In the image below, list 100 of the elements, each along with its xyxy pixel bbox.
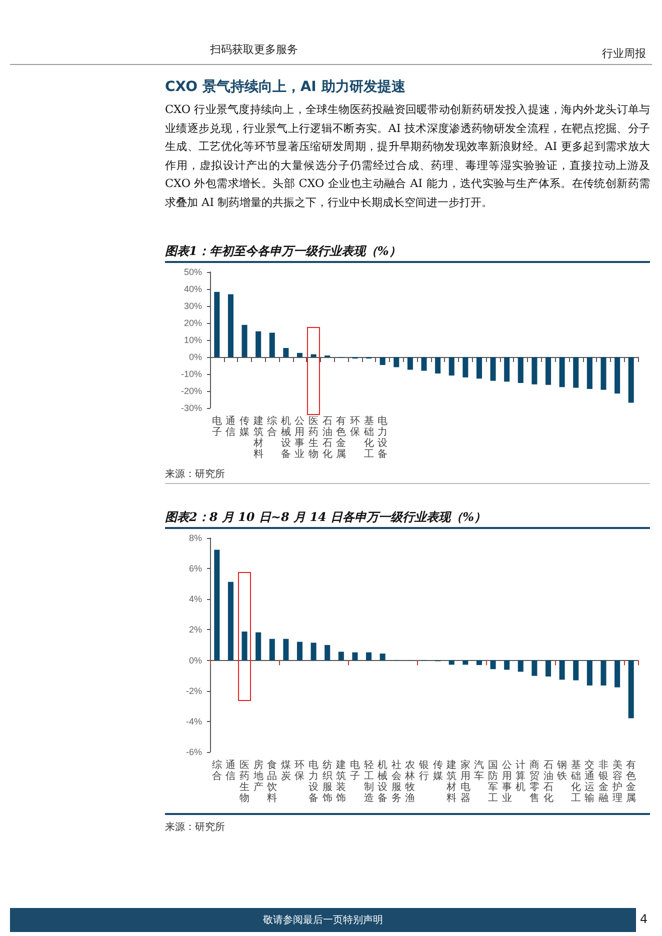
bar [504,357,510,382]
bar [586,660,592,686]
y-tick-label: -10% [180,369,202,379]
x-tick-label: 家用电器 [460,759,470,804]
bar [545,357,552,385]
x-tick-label: 综合 [212,759,222,782]
bar [366,652,372,660]
x-tick-label: 石油石化 [322,416,332,460]
y-tick-label: -4% [186,716,202,726]
bar [214,550,220,660]
x-tick-label: 环保 [294,760,305,782]
bar [518,660,524,672]
bar [545,660,552,676]
bar [628,357,634,403]
bar [476,357,482,379]
bar [462,660,468,665]
bar [380,357,386,365]
chart-title: 图表2：8 月 10 日~8 月 14 日各申万一级行业表现（%） [165,509,486,526]
bar [269,332,275,357]
x-tick-label: 有色金属 [626,759,636,804]
x-tick-label: 钢铁 [556,760,568,782]
y-tick-label: -2% [186,686,202,696]
bar [283,348,289,357]
x-tick-label: 电力设备 [378,415,388,460]
x-tick-label: 环保 [350,416,360,438]
bar [490,357,496,381]
x-tick-label: 通信 [226,759,236,782]
x-tick-label: 基础化工 [362,415,374,460]
bar [532,660,538,676]
source-note: 来源：研究所 [165,468,225,481]
bar [462,357,468,378]
bar [518,357,524,384]
bar [296,642,303,660]
bar [394,357,400,368]
text: CXO 行业景气度持续向上，全球生物医药投融资回暖带动创新药研发投入提速，海内外龙头订单与业绩逐步兑现，行业景气上行逻辑不断夯实。AI 技术深度渗透药物研发全流程，在靶点挖掘、分子生成、工艺优化等环节显著压缩研发周期，提升早期药物发现效率新浪财经。AI 更多起到需求放大作用，虚拟设计产出的大量候选分子仍需经过合成、药理、毒理等湿实验验证，直接拉动上游及 CXO 外包需求增长。头部 CXO 企业也主动融合 AI 能力，迭代实验与生产体系。在传统创新药需求叠加 AI 制药增量的共振之下，行业中长期成长空间进一步打开。 [165,102,650,210]
bar [573,357,579,388]
text: 敬请参阅最后一页特别声明 [262,914,384,927]
y-tick-label: 2% [188,624,202,635]
text: 行业周报 [602,46,646,61]
x-tick-label: 农林牧渔 [404,760,416,804]
bar [310,354,316,357]
bar [448,660,454,665]
bar [352,652,358,660]
bar [256,331,262,357]
y-tick-label: 6% [188,564,202,574]
bar [380,654,386,660]
bar [600,357,606,390]
bar [214,292,220,357]
y-tick-label: -30% [180,403,202,413]
bar [614,357,620,394]
bar [421,357,427,371]
x-tick-label: 美容护理 [611,759,622,804]
x-tick-label: 计算机 [516,759,526,793]
x-tick-label: 电子 [212,415,222,438]
y-tick-label: 20% [184,318,202,328]
y-tick-label: 0% [188,352,202,362]
x-tick-label: 通信 [226,415,236,438]
source-note: 来源：研究所 [165,820,225,834]
x-tick-label: 纺织服饰 [321,759,332,804]
x-tick-label: 建筑材料 [252,415,264,460]
bar [435,357,441,374]
x-tick-label: 非银金融 [597,759,608,804]
x-tick-label: 电力设备 [308,759,319,804]
bar [228,582,234,660]
x-tick-label: 机械设备 [280,415,291,460]
bar [324,645,330,660]
y-tick-label: 0% [188,655,202,666]
bar [490,660,496,670]
y-tick-label: 40% [184,284,202,294]
chart-title: 图表1：年初至今各申万一级行业表现（%） [165,243,401,260]
x-tick-label: 汽车 [474,759,484,782]
bar [448,357,454,376]
y-tick-label: 50% [184,267,202,277]
x-tick-label: 传媒 [240,416,250,438]
bar [242,632,248,660]
x-tick-label: 轻工制造 [364,759,374,804]
x-tick-label: 公用事业 [502,759,512,804]
x-tick-label: 机械设备 [378,759,388,804]
bar [256,632,262,660]
bar [586,357,592,389]
bar [296,352,303,357]
x-tick-label: 银行 [418,760,429,782]
x-tick-label: 医药生物 [308,416,319,460]
bar [338,652,344,660]
bar [269,638,275,660]
x-tick-label: 电子 [350,759,360,782]
y-tick-label: 10% [184,335,202,345]
x-tick-label: 国防军工 [488,760,498,804]
y-tick-label: -6% [186,747,202,757]
bar [242,324,248,357]
y-tick-label: 4% [188,594,202,604]
bar [559,357,565,388]
x-tick-label: 公用事业 [294,415,305,460]
x-tick-label: 医药生物 [240,760,250,804]
x-tick-label: 房地产 [252,759,264,793]
bar [614,660,620,688]
x-tick-label: 基础化工 [570,759,581,804]
y-tick-label: 8% [188,533,202,543]
bar [504,660,510,670]
bar [628,660,634,718]
